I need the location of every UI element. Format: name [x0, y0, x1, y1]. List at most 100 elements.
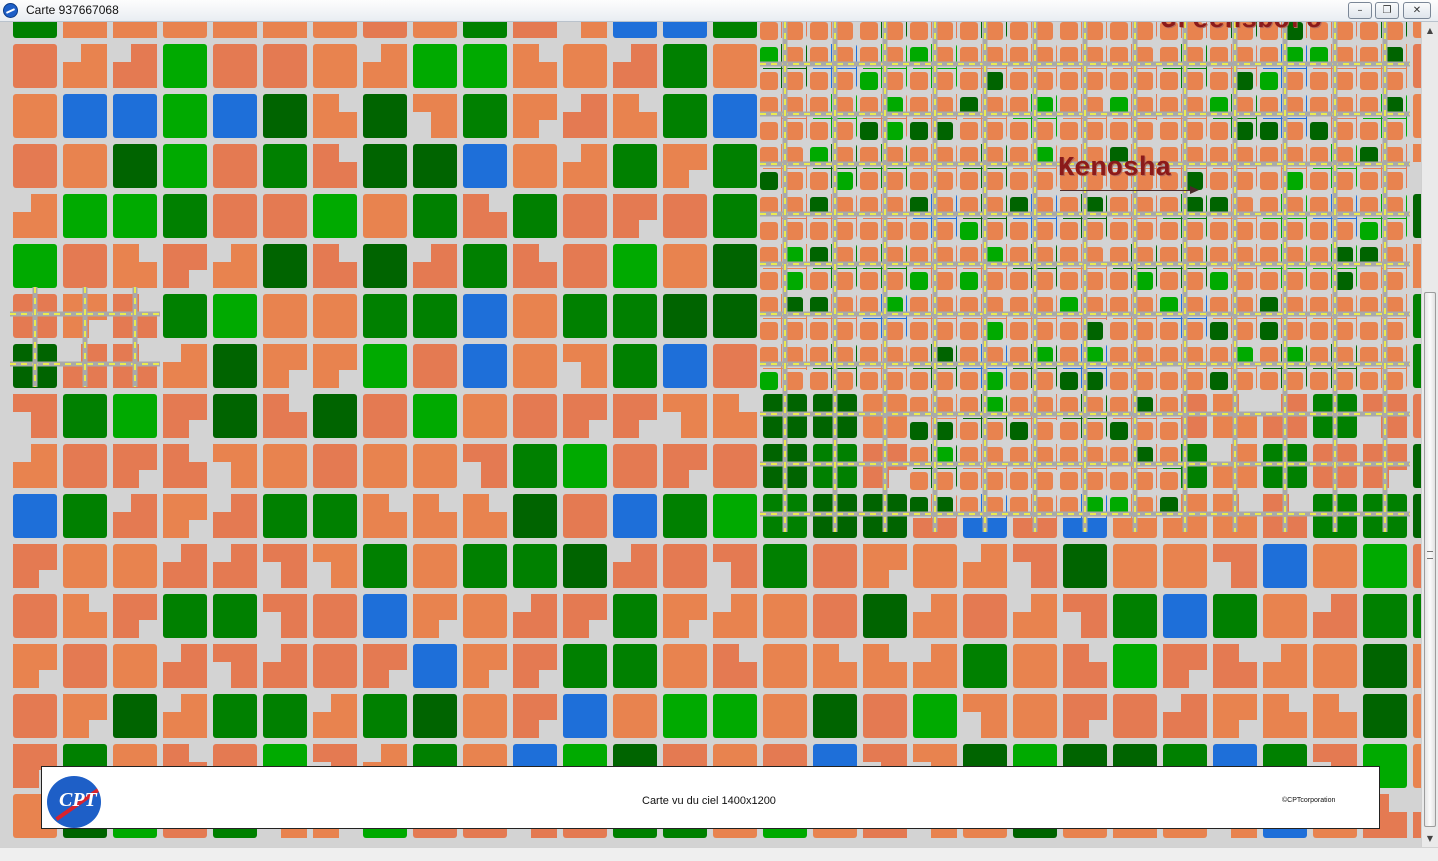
urban-block — [1235, 272, 1253, 290]
urban-block — [785, 197, 803, 215]
map-block — [213, 544, 257, 588]
urban-block — [1335, 247, 1353, 265]
scroll-down-arrow-icon[interactable]: ▼ — [1426, 834, 1434, 843]
map-block — [313, 494, 357, 538]
horizontal-scrollbar[interactable] — [0, 847, 1438, 861]
urban-block — [1210, 272, 1228, 290]
map-block — [613, 44, 657, 88]
map-block — [1113, 644, 1157, 688]
map-block — [313, 344, 357, 388]
map-block — [363, 94, 407, 138]
urban-block — [1160, 447, 1178, 465]
urban-block — [1135, 497, 1153, 515]
scroll-up-arrow-icon[interactable]: ▲ — [1426, 26, 1434, 35]
urban-block — [1110, 197, 1128, 215]
urban-block — [1160, 247, 1178, 265]
map-block — [363, 244, 407, 288]
urban-block — [985, 272, 1003, 290]
maximize-button[interactable]: ❐ — [1375, 2, 1399, 19]
close-button[interactable]: ✕ — [1403, 2, 1431, 19]
map-block — [163, 494, 207, 538]
urban-block — [785, 322, 803, 340]
urban-block — [1160, 397, 1178, 415]
map-block — [13, 244, 57, 288]
urban-block — [860, 47, 878, 65]
urban-block — [1385, 272, 1403, 290]
urban-block — [960, 347, 978, 365]
urban-block — [1310, 297, 1328, 315]
map-block — [63, 444, 107, 488]
minimize-button[interactable]: – — [1348, 2, 1372, 19]
urban-block — [860, 372, 878, 390]
urban-block — [985, 447, 1003, 465]
map-block — [1413, 22, 1421, 38]
map-block — [513, 444, 557, 488]
urban-block — [1060, 97, 1078, 115]
map-viewport[interactable]: Greensboro Kenosha CPT Carte vu du ciel … — [0, 22, 1421, 847]
map-block — [1113, 544, 1157, 588]
urban-block — [1160, 472, 1178, 490]
urban-block — [835, 222, 853, 240]
map-block — [663, 194, 707, 238]
urban-block — [760, 72, 778, 90]
urban-block — [1110, 172, 1128, 190]
urban-block — [1310, 222, 1328, 240]
map-block — [613, 144, 657, 188]
map-block — [263, 44, 307, 88]
map-block — [213, 94, 257, 138]
map-block — [463, 644, 507, 688]
map-block — [763, 594, 807, 638]
urban-block — [760, 222, 778, 240]
map-block — [513, 144, 557, 188]
urban-block — [1235, 22, 1253, 40]
urban-block — [1160, 372, 1178, 390]
urban-block — [985, 397, 1003, 415]
urban-block — [835, 97, 853, 115]
urban-block — [1385, 322, 1403, 340]
urban-block — [885, 172, 903, 190]
map-block — [413, 22, 457, 38]
map-block — [263, 544, 307, 588]
map-block — [513, 494, 557, 538]
urban-block — [885, 247, 903, 265]
urban-block — [1210, 297, 1228, 315]
title-bar: Carte 937667068 – ❐ ✕ — [0, 0, 1438, 22]
urban-block — [1060, 497, 1078, 515]
map-block — [1363, 644, 1407, 688]
urban-block — [960, 272, 978, 290]
urban-block — [1060, 422, 1078, 440]
urban-block — [1185, 147, 1203, 165]
map-block — [1013, 544, 1057, 588]
urban-block — [1260, 297, 1278, 315]
map-block — [213, 294, 257, 338]
map-block — [613, 594, 657, 638]
scroll-thumb[interactable] — [1424, 292, 1436, 827]
urban-block — [985, 72, 1003, 90]
map-block — [563, 194, 607, 238]
scroll-grip-icon — [1427, 551, 1433, 559]
map-block — [263, 94, 307, 138]
urban-block — [835, 372, 853, 390]
urban-block — [1185, 97, 1203, 115]
urban-block — [985, 97, 1003, 115]
map-block — [363, 644, 407, 688]
urban-block — [1260, 197, 1278, 215]
urban-block — [1260, 172, 1278, 190]
urban-block — [985, 497, 1003, 515]
urban-block — [1035, 447, 1053, 465]
map-block — [663, 544, 707, 588]
urban-block — [1085, 172, 1103, 190]
urban-block — [910, 422, 928, 440]
urban-block — [910, 197, 928, 215]
map-block — [563, 544, 607, 588]
urban-block — [810, 47, 828, 65]
urban-block — [1260, 147, 1278, 165]
urban-block — [1185, 72, 1203, 90]
urban-block — [935, 347, 953, 365]
vertical-scrollbar[interactable]: ▲ ▼ — [1421, 22, 1438, 847]
urban-block — [835, 47, 853, 65]
map-block — [913, 644, 957, 688]
urban-block — [810, 197, 828, 215]
urban-block — [1135, 447, 1153, 465]
map-block — [163, 22, 207, 38]
